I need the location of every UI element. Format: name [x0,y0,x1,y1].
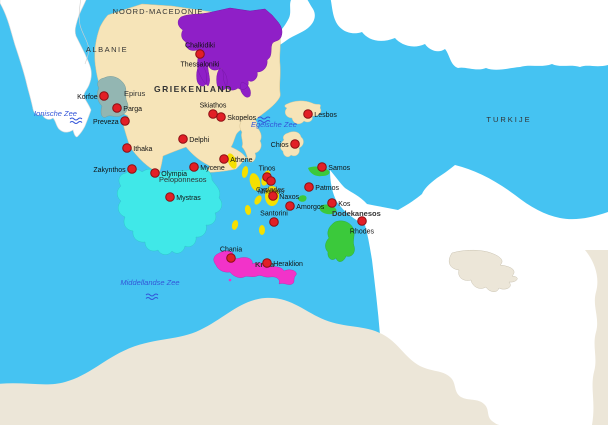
svg-text:Zakynthos: Zakynthos [93,167,126,174]
svg-text:Preveza: Preveza [93,119,119,126]
svg-text:Lesbos: Lesbos [314,112,337,119]
svg-text:ALBANIE: ALBANIE [86,45,128,54]
svg-text:Middellandse Zee: Middellandse Zee [120,278,179,287]
svg-text:Tinos: Tinos [259,166,276,173]
svg-text:Parga: Parga [123,106,142,113]
svg-text:Santorini: Santorini [260,211,288,218]
svg-text:Korfoe: Korfoe [77,94,98,101]
svg-text:Athene: Athene [230,157,252,164]
svg-text:Patmos: Patmos [315,185,339,192]
svg-text:Dodekanesos: Dodekanesos [332,209,381,218]
svg-text:Ithaka: Ithaka [133,146,152,153]
svg-text:Epirus: Epirus [124,89,146,98]
svg-text:Amorgos: Amorgos [296,204,325,211]
svg-text:Chios: Chios [271,142,289,149]
svg-text:Ionische Zee: Ionische Zee [34,109,77,118]
svg-text:Olympia: Olympia [161,171,187,178]
svg-text:Chalkidiki: Chalkidiki [185,43,215,50]
svg-text:Mystras: Mystras [176,195,201,202]
svg-text:Thessaloniki: Thessaloniki [181,61,220,68]
svg-text:Kos: Kos [338,201,351,208]
svg-text:GRIEKENLAND: GRIEKENLAND [154,84,233,94]
svg-text:Delphi: Delphi [189,137,209,144]
svg-text:Skiathos: Skiathos [200,103,227,110]
svg-text:TURKIJE: TURKIJE [486,115,531,124]
svg-text:Samos: Samos [328,165,350,172]
svg-text:Mycene: Mycene [200,165,225,172]
svg-text:Heraklion: Heraklion [273,261,303,268]
svg-text:Rhodes: Rhodes [350,228,375,235]
svg-text:Skopelos: Skopelos [227,115,256,122]
svg-text:NOORD-MACEDONIE: NOORD-MACEDONIE [113,7,204,16]
svg-text:Naxos: Naxos [279,194,299,201]
svg-text:Chania: Chania [220,247,242,254]
